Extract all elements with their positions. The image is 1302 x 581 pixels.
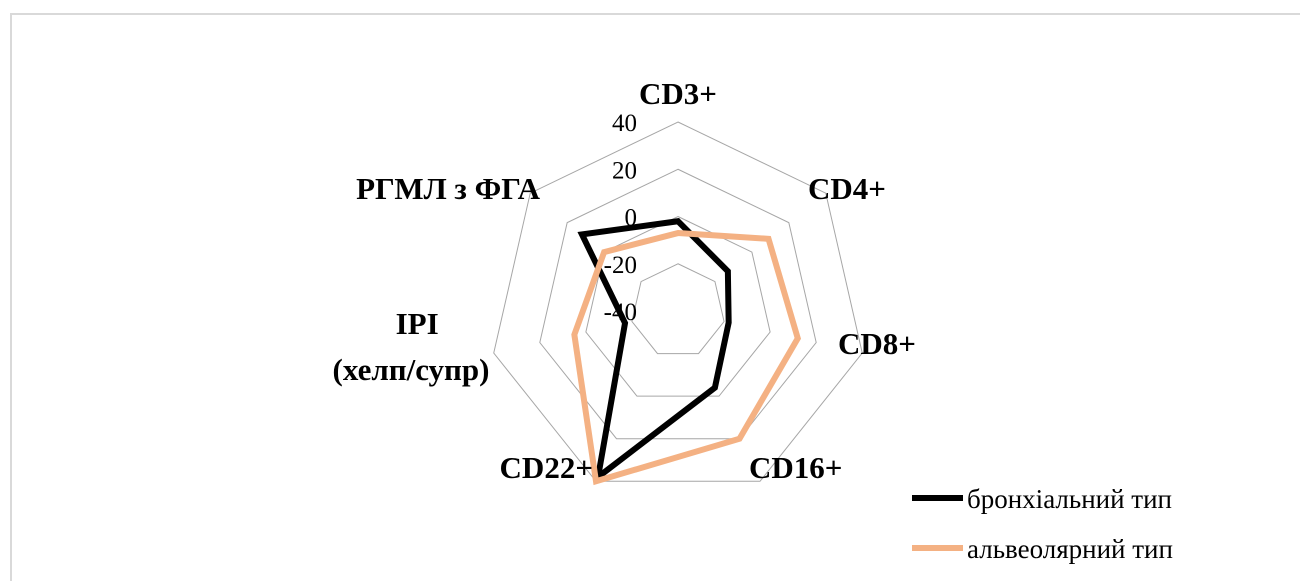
tick-label-2: 0 [625, 205, 638, 232]
chart-frame [10, 13, 1300, 581]
series-layer [571, 218, 802, 486]
tick-label-1: 20 [612, 157, 637, 184]
radar-grid [493, 121, 863, 482]
axis-label-cd3: CD3+ [639, 76, 717, 111]
grid-ring-3 [631, 263, 725, 355]
legend: бронхіальний тип альвеолярний тип [912, 484, 1173, 564]
axis-label-cd16: CD16+ [749, 450, 842, 485]
grid-ring-0 [493, 121, 863, 482]
tick-labels: 40 20 0 -20 -40 [604, 110, 637, 326]
tick-label-4: -40 [604, 299, 637, 326]
legend-label-alveolar: альвеолярний тип [967, 534, 1173, 564]
grid-ring-1 [539, 168, 817, 440]
axis-label-cd4: CD4+ [808, 171, 886, 206]
axis-label-cd8: CD8+ [838, 326, 916, 361]
legend-label-bronchial: бронхіальний тип [967, 484, 1172, 514]
series-line-alveolar [571, 230, 802, 486]
series-line-bronchial [577, 218, 732, 485]
tick-label-3: -20 [604, 252, 637, 279]
axis-label-rgml: РГМЛ з ФГА [356, 171, 541, 206]
axis-label-ipi: IPI (хелп/супр) [333, 306, 490, 387]
axis-label-cd22: CD22+ [500, 450, 593, 485]
tick-label-0: 40 [612, 110, 637, 137]
